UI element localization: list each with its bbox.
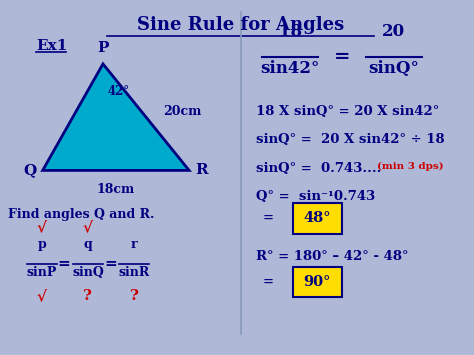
Text: sinQ: sinQ [72, 266, 104, 279]
Text: √: √ [37, 289, 47, 303]
Text: =: = [334, 48, 350, 66]
Text: Q° =  sin⁻¹0.743: Q° = sin⁻¹0.743 [256, 190, 375, 203]
Text: √: √ [83, 220, 93, 234]
Text: 18cm: 18cm [97, 183, 135, 196]
Text: sin42°: sin42° [261, 60, 320, 77]
Text: 20: 20 [382, 23, 405, 40]
Text: Ex1: Ex1 [36, 39, 68, 53]
Text: =: = [104, 257, 117, 272]
Text: R° = 180° – 42° - 48°: R° = 180° – 42° - 48° [256, 250, 409, 263]
Text: sinQ° =  0.743....: sinQ° = 0.743.... [256, 162, 381, 175]
Text: 48°: 48° [303, 211, 331, 225]
Text: R: R [196, 163, 208, 178]
Text: sinP: sinP [27, 266, 57, 279]
Text: p: p [37, 238, 46, 251]
Text: Find angles Q and R.: Find angles Q and R. [8, 208, 155, 221]
Text: =: = [262, 276, 273, 289]
Text: √: √ [37, 220, 47, 234]
FancyBboxPatch shape [292, 203, 342, 234]
Text: Sine Rule for Angles: Sine Rule for Angles [137, 16, 345, 34]
Text: 42°: 42° [107, 85, 129, 98]
Text: Q: Q [23, 163, 36, 178]
Text: =: = [262, 212, 273, 225]
Text: r: r [131, 238, 137, 251]
FancyBboxPatch shape [292, 267, 342, 297]
Text: q: q [83, 238, 92, 251]
Text: (min 3 dps): (min 3 dps) [376, 162, 443, 171]
Text: sinR: sinR [118, 266, 150, 279]
Text: 18: 18 [279, 23, 302, 40]
Text: 18 X sinQ° = 20 X sin42°: 18 X sinQ° = 20 X sin42° [256, 105, 439, 118]
Text: =: = [58, 257, 71, 272]
Text: P: P [97, 41, 109, 55]
Text: ?: ? [129, 289, 138, 303]
Text: sinQ°: sinQ° [368, 60, 419, 77]
Polygon shape [43, 64, 189, 170]
Text: 20cm: 20cm [163, 105, 201, 118]
Text: ?: ? [83, 289, 92, 303]
Text: 90°: 90° [303, 275, 331, 289]
Text: sinQ° =  20 X sin42° ÷ 18: sinQ° = 20 X sin42° ÷ 18 [256, 133, 445, 146]
